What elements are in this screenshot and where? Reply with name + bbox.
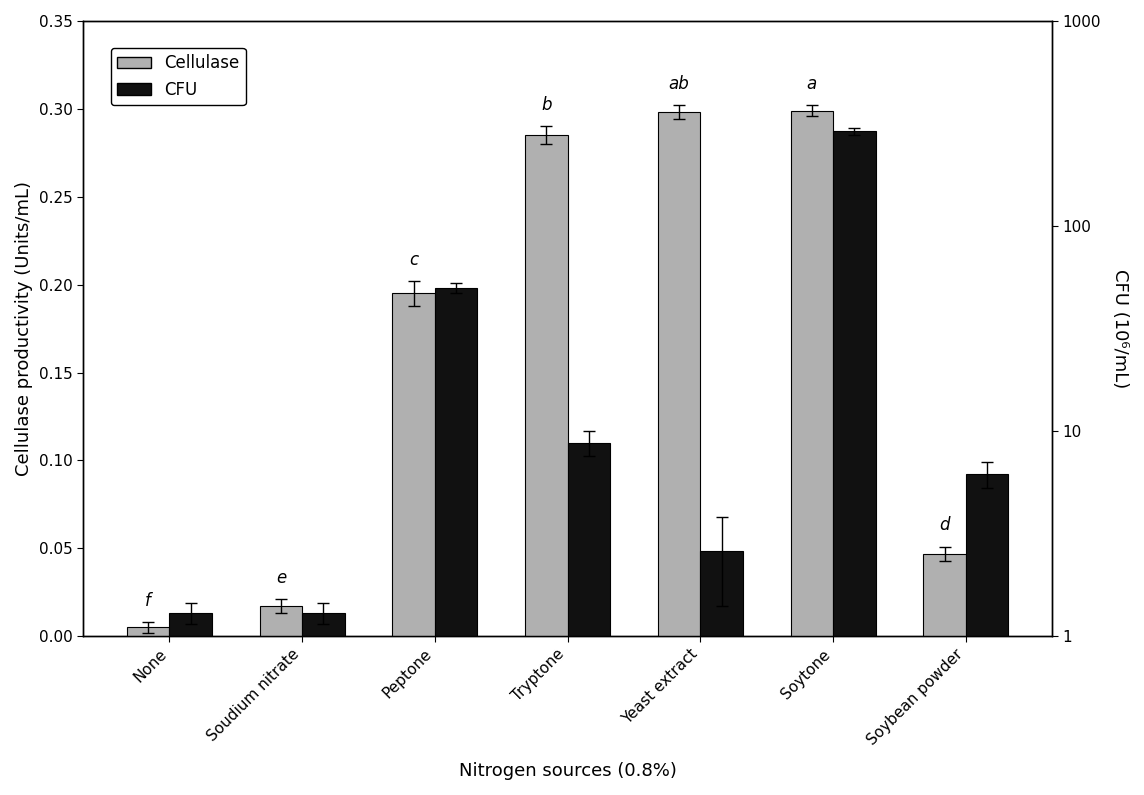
Bar	[966, 474, 1008, 636]
Text: b: b	[541, 96, 551, 114]
Bar	[260, 607, 302, 636]
Bar	[392, 293, 435, 636]
Y-axis label: CFU (10⁶/mL): CFU (10⁶/mL)	[1111, 269, 1129, 388]
Text: e: e	[276, 569, 286, 587]
X-axis label: Nitrogen sources (0.8%): Nitrogen sources (0.8%)	[459, 762, 676, 780]
Bar	[567, 443, 610, 636]
Bar	[658, 112, 700, 636]
Bar	[127, 627, 169, 636]
Text: f: f	[145, 591, 151, 610]
Bar	[302, 613, 344, 636]
Text: a: a	[807, 75, 817, 93]
Bar	[525, 135, 567, 636]
Bar	[791, 111, 833, 636]
Bar	[435, 288, 477, 636]
Text: ab: ab	[669, 75, 690, 93]
Bar	[169, 613, 212, 636]
Bar	[833, 131, 875, 636]
Text: c: c	[410, 251, 419, 269]
Bar	[700, 551, 742, 636]
Text: d: d	[939, 516, 950, 534]
Y-axis label: Cellulase productivity (Units/mL): Cellulase productivity (Units/mL)	[15, 181, 33, 476]
Bar	[923, 553, 966, 636]
Legend: Cellulase, CFU: Cellulase, CFU	[111, 48, 246, 106]
